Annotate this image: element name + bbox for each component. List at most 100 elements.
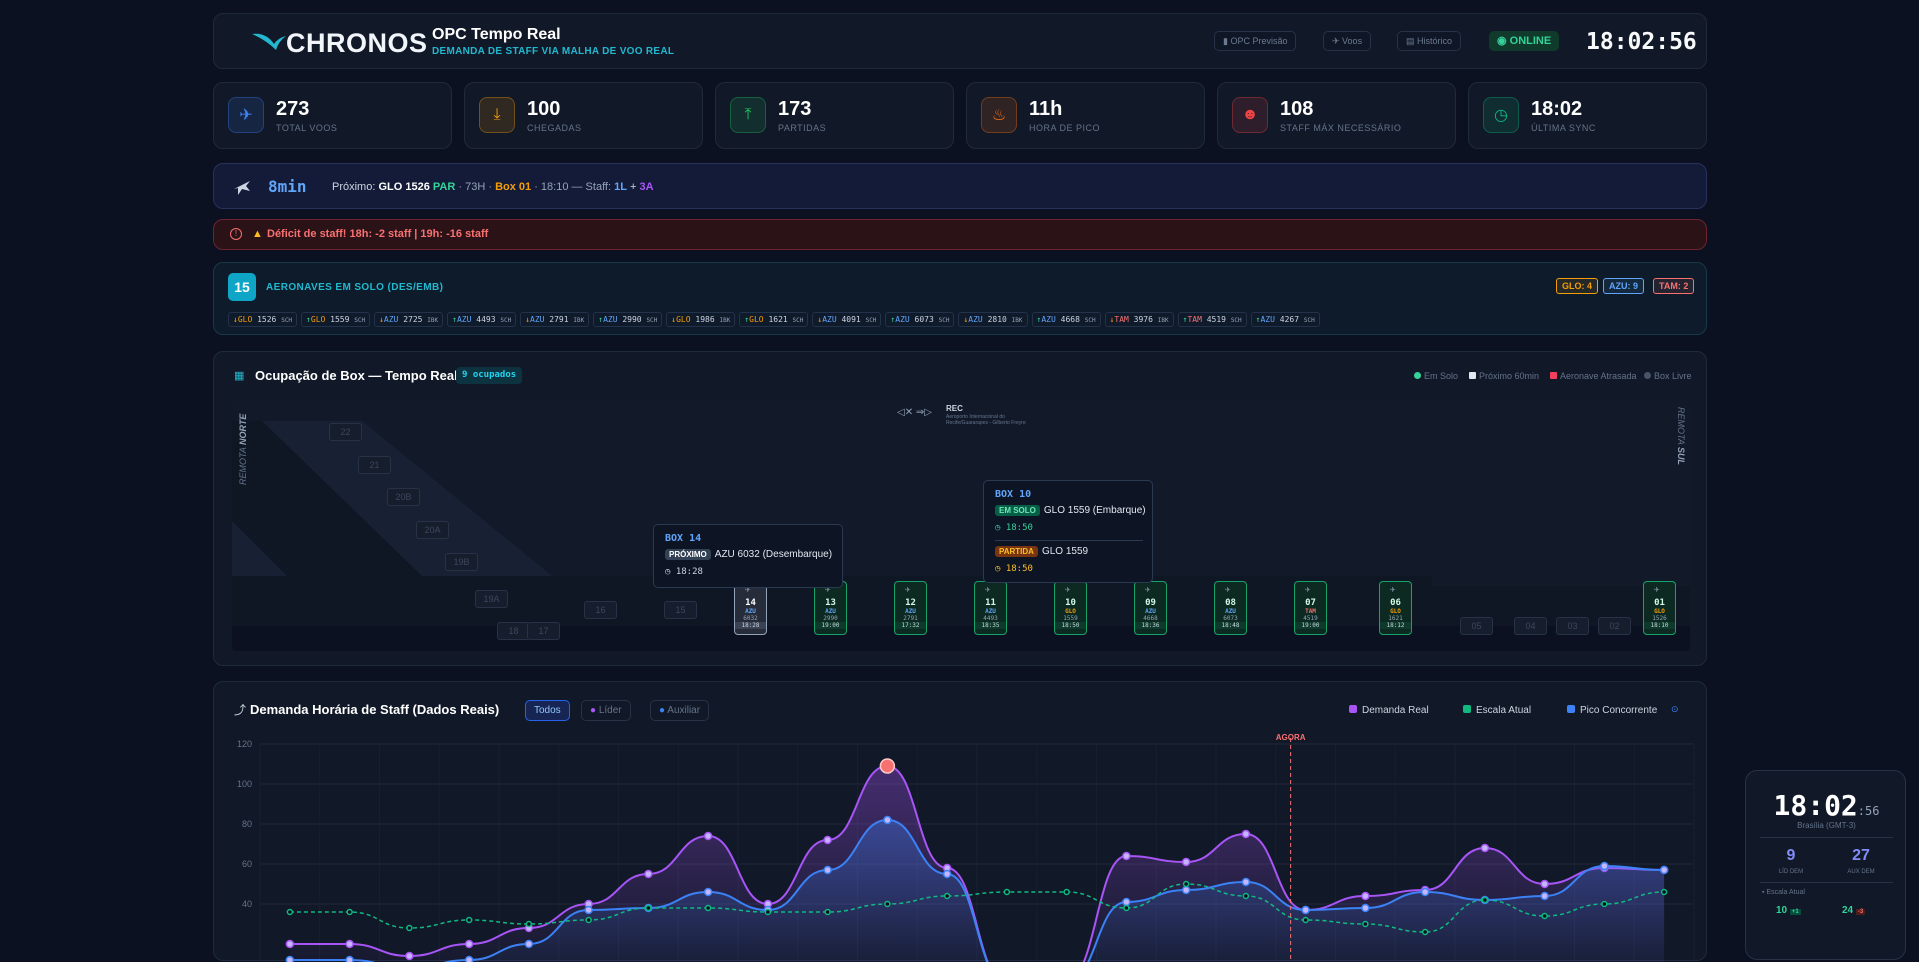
series-point[interactable] [1362,905,1369,912]
series-point[interactable] [944,871,951,878]
empty-box[interactable]: 22 [329,423,362,441]
series-point[interactable] [467,918,472,923]
peak-point[interactable] [880,759,894,773]
series-point[interactable] [1541,893,1548,900]
empty-box[interactable]: 02 [1598,617,1631,635]
series-point[interactable] [1541,881,1548,888]
box-occupancy-panel: ▦ Ocupação de Box — Tempo Real 9 ocupado… [213,351,1707,666]
empty-box[interactable]: 18 [497,622,530,640]
series-point[interactable] [706,906,711,911]
series-point[interactable] [1183,887,1190,894]
series-point[interactable] [1123,899,1130,906]
series-point[interactable] [1064,890,1069,895]
empty-box[interactable]: 05 [1460,617,1493,635]
ground-flight-chip[interactable]: ↑AZU 2990 SCH [593,312,662,327]
ground-flight-chip[interactable]: ↑AZU 4668 SCH [1032,312,1101,327]
series-point[interactable] [824,867,831,874]
series-point[interactable] [526,922,531,927]
ground-flight-chip[interactable]: ↑GLO 1559 SCH [301,312,370,327]
series-point[interactable] [825,910,830,915]
series-point[interactable] [1242,831,1249,838]
series-point[interactable] [286,941,293,948]
ground-flight-chip[interactable]: ↓AZU 2725 IBK [374,312,443,327]
nav-historico[interactable]: ▤ Histórico [1397,31,1461,51]
ground-flight-chip[interactable]: ↓GLO 1526 SCH [228,312,297,327]
series-point[interactable] [1362,893,1369,900]
series-point[interactable] [1363,922,1368,927]
ground-flight-chip[interactable]: ↓AZU 2810 IBK [958,312,1027,327]
ground-flight-chip[interactable]: ↑AZU 6073 SCH [885,312,954,327]
series-point[interactable] [1602,902,1607,907]
series-point[interactable] [1542,914,1547,919]
series-point[interactable] [287,910,292,915]
series-point[interactable] [1423,930,1428,935]
series-point[interactable] [1124,906,1129,911]
series-point[interactable] [646,906,651,911]
series-point[interactable] [406,953,413,960]
empty-box[interactable]: 19A [475,590,508,608]
series-point[interactable] [1302,907,1309,914]
empty-box[interactable]: 03 [1556,617,1589,635]
series-point[interactable] [1481,845,1488,852]
empty-box[interactable]: 19B [445,553,478,571]
series-point[interactable] [1601,863,1608,870]
series-point[interactable] [586,918,591,923]
series-point[interactable] [286,957,293,962]
ground-flight-chip[interactable]: ↓AZU 2791 IBK [520,312,589,327]
series-point[interactable] [1004,890,1009,895]
ground-flight-chip[interactable]: ↑GLO 1621 SCH [739,312,808,327]
series-point[interactable] [407,926,412,931]
empty-box[interactable]: 20A [416,521,449,539]
series-point[interactable] [645,871,652,878]
series-point[interactable] [765,910,770,915]
empty-box[interactable]: 16 [584,601,617,619]
ground-flight-chip[interactable]: ↓TAM 3976 IBK [1105,312,1174,327]
series-point[interactable] [1303,918,1308,923]
ground-flight-chip[interactable]: ↑AZU 4267 SCH [1251,312,1320,327]
series-point[interactable] [885,902,890,907]
series-point[interactable] [945,894,950,899]
series-point[interactable] [585,907,592,914]
series-point[interactable] [1661,867,1668,874]
series-point[interactable] [346,957,353,962]
empty-box[interactable]: 15 [664,601,697,619]
ground-flight-chip[interactable]: ↑AZU 4493 SCH [447,312,516,327]
series-point[interactable] [525,941,532,948]
ground-flight-chip[interactable]: ↓GLO 1986 IBK [666,312,735,327]
series-point[interactable] [466,957,473,962]
series-point[interactable] [824,837,831,844]
empty-box[interactable]: 17 [527,622,560,640]
series-point[interactable] [705,833,712,840]
empty-box[interactable]: 20B [387,488,420,506]
series-point[interactable] [1242,879,1249,886]
ground-flight-chip[interactable]: ↑TAM 4519 SCH [1178,312,1247,327]
empty-box[interactable]: 21 [358,456,391,474]
ground-flight-chip[interactable]: ↓AZU 4091 SCH [812,312,881,327]
series-point[interactable] [1422,889,1429,896]
series-point[interactable] [1123,853,1130,860]
series-point[interactable] [347,910,352,915]
empty-box[interactable]: 04 [1514,617,1547,635]
series-point[interactable] [1243,894,1248,899]
nav-opc-previsao[interactable]: ▮ OPC Previsão [1214,31,1296,51]
series-point[interactable] [1183,859,1190,866]
series-point[interactable] [1662,890,1667,895]
series-point[interactable] [705,889,712,896]
series-point[interactable] [1184,882,1189,887]
nav-voos[interactable]: ✈ Voos [1323,31,1371,51]
series-point[interactable] [884,817,891,824]
series-point[interactable] [1482,898,1487,903]
series-point[interactable] [466,941,473,948]
series-point[interactable] [346,941,353,948]
